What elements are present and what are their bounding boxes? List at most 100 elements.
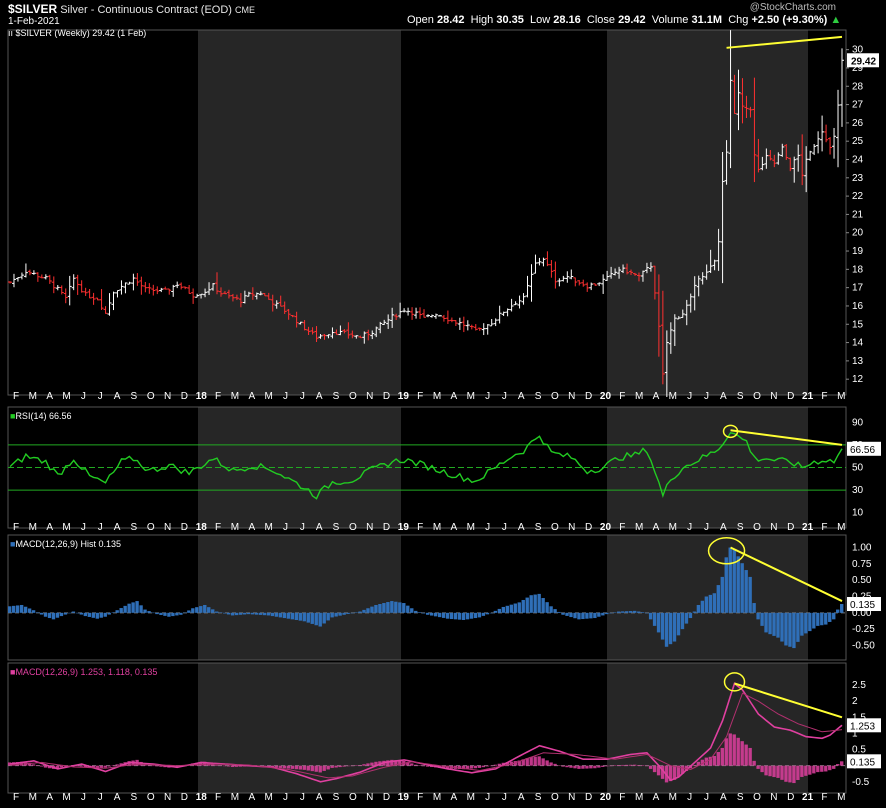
macd-hist-bar: [366, 763, 370, 766]
x-tick-label: F: [417, 391, 423, 402]
watermark: @StockCharts.com: [749, 2, 836, 13]
macd-hist-bar: [768, 765, 772, 777]
x-tick-label: F: [821, 391, 827, 402]
x-tick-label: J: [98, 391, 103, 402]
macd-hist-bar: [47, 765, 52, 769]
hist-bar: [672, 612, 677, 642]
x-tick-label: S: [131, 391, 138, 402]
hist-bar: [613, 612, 617, 613]
x-tick-label: M: [669, 792, 677, 803]
hist-bar: [704, 596, 709, 613]
hist-tick-label: -0.50: [852, 640, 875, 651]
x-tick-label: D: [383, 522, 390, 533]
macd-hist-bar: [441, 765, 446, 769]
hist-bar: [796, 612, 800, 642]
hist-bar: [47, 612, 52, 619]
hist-bar: [99, 612, 103, 618]
macd-panel-label: ■MACD(12,26,9) 1.253, 1.118, 0.135: [10, 667, 157, 677]
macd-hist-bar: [736, 737, 740, 766]
hist-bar: [151, 612, 155, 614]
price-panel-label: ıı $SILVER (Weekly) 29.42 (1 Feb): [8, 28, 146, 38]
macd-hist-bar: [609, 765, 613, 767]
hist-bar: [15, 605, 20, 613]
x-tick-label: A: [451, 792, 458, 803]
macd-hist-bar: [561, 765, 565, 767]
x-tick-label: A: [316, 391, 323, 402]
hist-bar: [39, 612, 44, 615]
hist-bar: [469, 612, 474, 619]
hist-bar: [278, 612, 283, 618]
macd-hist-bar: [211, 763, 215, 766]
price-tick-label: 27: [852, 100, 864, 111]
x-tick-label: 21: [802, 792, 814, 803]
hist-bar: [569, 612, 573, 618]
hist-bar: [123, 605, 127, 613]
x-tick-label: M: [669, 391, 677, 402]
price-tick-label: 29: [852, 63, 864, 74]
macd-hist-bar: [505, 762, 509, 766]
macd-hist-bar: [83, 765, 88, 768]
panel-frame: [7, 662, 847, 794]
description-label: Silver - Continuous Contract (EOD): [60, 4, 232, 16]
hist-bar: [784, 612, 788, 646]
macd-hist-bar: [585, 765, 589, 769]
open-value: 28.42: [436, 14, 465, 26]
x-tick-label: D: [787, 792, 794, 803]
macd-hist-bar: [426, 765, 430, 767]
hist-bar: [553, 609, 557, 613]
hist-bar: [437, 612, 442, 618]
macd-hist-bar: [330, 765, 334, 768]
hist-bar: [195, 607, 199, 613]
hist-bar: [700, 600, 705, 613]
x-tick-label: A: [316, 792, 323, 803]
hist-bar: [326, 612, 330, 621]
hist-bar: [179, 612, 183, 615]
hist-bar: [43, 612, 48, 617]
macd-hist-bar: [370, 762, 374, 766]
x-tick-label: O: [753, 792, 761, 803]
x-tick-label: O: [551, 522, 559, 533]
x-tick-label: J: [283, 792, 288, 803]
macd-hist-bar: [354, 765, 358, 766]
hist-bar: [342, 612, 346, 615]
x-tick-label: D: [383, 391, 390, 402]
macd-hist-bar: [708, 756, 713, 766]
hist-bar: [429, 612, 434, 616]
macd-hist-panel-title: MACD(12,26,9) Hist 0.135: [15, 539, 121, 549]
hist-tick-label: 0.50: [852, 575, 872, 586]
price-tick-label: 22: [852, 191, 864, 202]
macd-hist-bar: [601, 765, 605, 767]
macd-hist-bar: [35, 765, 40, 766]
macd-hist-bar: [155, 765, 159, 767]
x-tick-label: J: [300, 792, 305, 803]
hist-bar: [314, 612, 318, 626]
macd-hist-bar: [792, 765, 796, 784]
macd-hist-bar: [597, 765, 601, 768]
x-tick-label: 19: [398, 391, 410, 402]
x-tick-label: S: [535, 792, 542, 803]
hist-bar: [322, 612, 326, 624]
hist-bar: [820, 612, 824, 626]
x-tick-label: A: [248, 391, 255, 402]
hist-bar: [621, 611, 625, 613]
x-tick-label: D: [383, 792, 390, 803]
hist-bar: [772, 612, 776, 636]
hist-bar: [246, 612, 251, 615]
x-tick-label: N: [366, 522, 373, 533]
x-tick-label: O: [147, 522, 155, 533]
price-tick-label: 17: [852, 283, 864, 294]
hist-bar: [211, 609, 215, 613]
ohlc-summary: Open 28.42 High 30.35 Low 28.16 Close 29…: [407, 14, 841, 26]
hist-bar: [728, 547, 732, 613]
x-tick-label: N: [366, 391, 373, 402]
rsi-last-label: 66.56: [850, 445, 875, 456]
x-tick-label: A: [518, 792, 525, 803]
macd-hist-bar: [215, 765, 219, 766]
x-tick-label: O: [349, 391, 357, 402]
hist-bar: [111, 612, 115, 613]
x-tick-label: 18: [196, 391, 208, 402]
macd-hist-bar: [660, 765, 665, 779]
macd-hist-bar: [326, 765, 330, 770]
x-tick-label: 21: [802, 391, 814, 402]
hist-bar: [187, 610, 191, 613]
